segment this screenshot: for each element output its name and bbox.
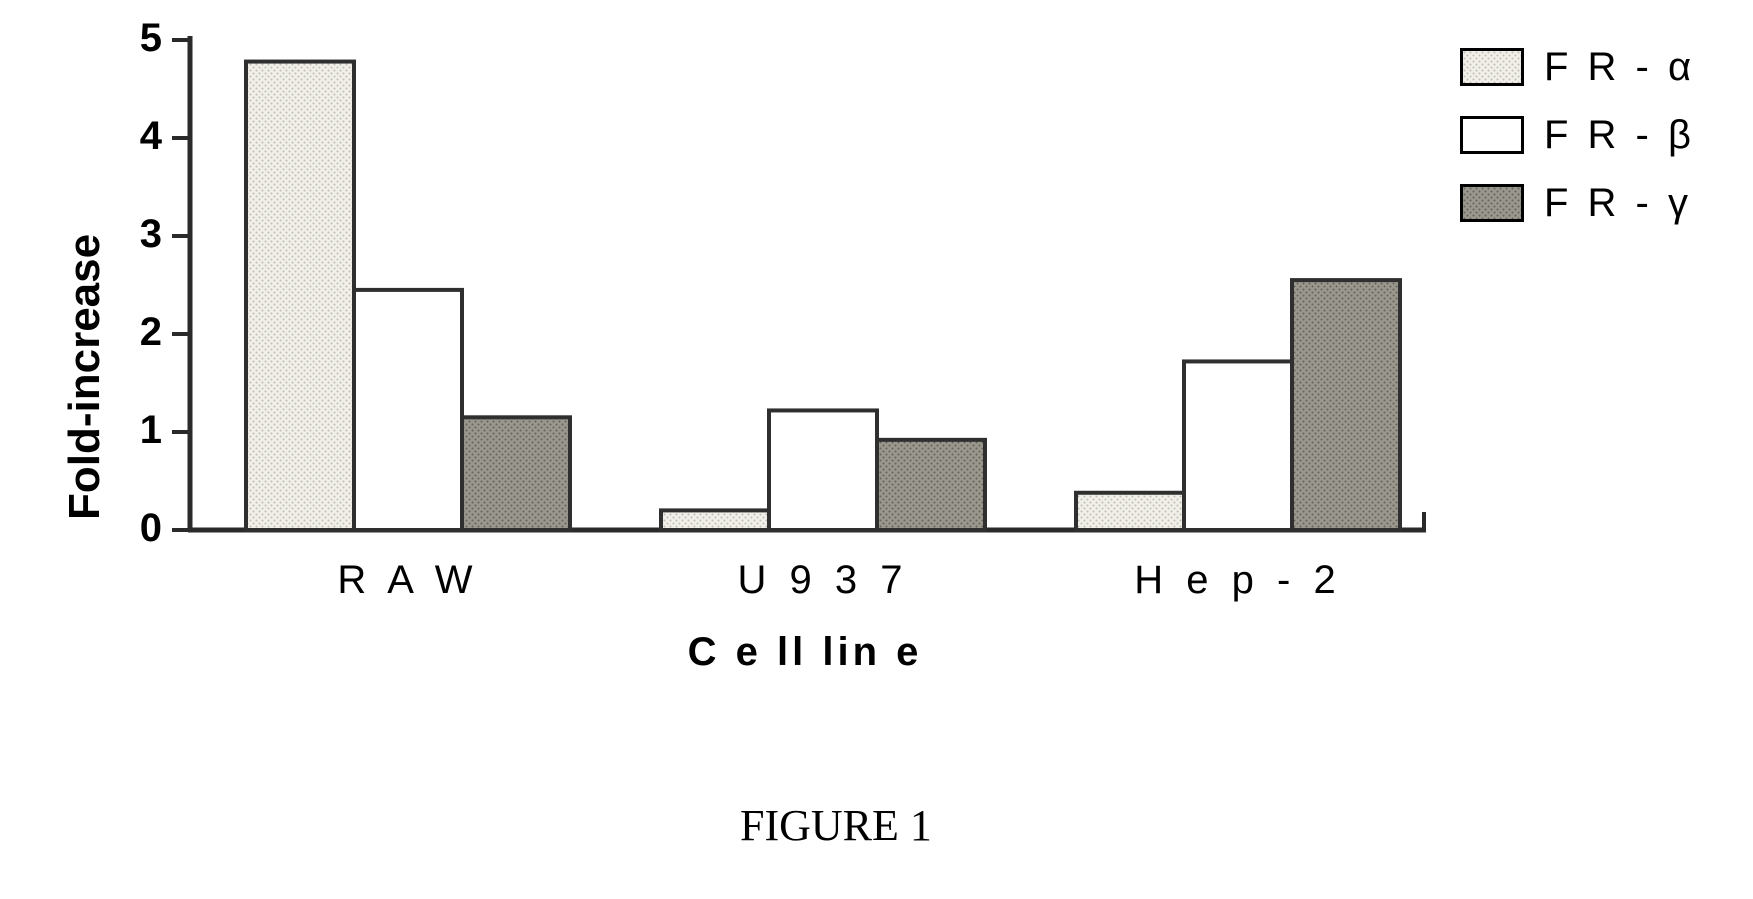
y-tick-label: 4 xyxy=(112,114,162,159)
legend-item: F R - α xyxy=(1460,38,1695,96)
x-axis-label: C e ll lin e xyxy=(605,630,1005,675)
y-tick-label: 5 xyxy=(112,16,162,61)
figure-caption: FIGURE 1 xyxy=(740,800,932,851)
category-label: U 9 3 7 xyxy=(673,558,973,603)
legend-swatch xyxy=(1460,116,1524,154)
category-label: H e p - 2 xyxy=(1088,558,1388,603)
y-tick-label: 3 xyxy=(112,212,162,257)
y-tick-label: 2 xyxy=(112,310,162,355)
bar xyxy=(769,410,877,530)
bar xyxy=(354,290,462,530)
legend-swatch xyxy=(1460,48,1524,86)
bar xyxy=(1292,280,1400,530)
y-tick-label: 0 xyxy=(112,506,162,551)
legend-item: F R - γ xyxy=(1460,174,1695,232)
legend-item: F R - β xyxy=(1460,106,1695,164)
legend-label: F R - α xyxy=(1544,45,1695,90)
legend-swatch xyxy=(1460,184,1524,222)
category-label: R A W xyxy=(258,558,558,603)
bar xyxy=(1184,361,1292,530)
bar xyxy=(462,417,570,530)
y-axis-label: Fold-increase xyxy=(60,234,110,520)
bar xyxy=(877,440,985,530)
bar xyxy=(246,62,354,530)
y-tick-label: 1 xyxy=(112,408,162,453)
bar xyxy=(1076,493,1184,530)
legend-label: F R - β xyxy=(1544,113,1695,158)
legend-label: F R - γ xyxy=(1544,181,1692,226)
bar xyxy=(661,510,769,530)
legend: F R - α F R - β F R - γ xyxy=(1460,38,1695,242)
bar-chart: 0 1 2 3 4 5 Fold-increase R A W U 9 3 7 H e p - 2… xyxy=(0,0,1753,750)
